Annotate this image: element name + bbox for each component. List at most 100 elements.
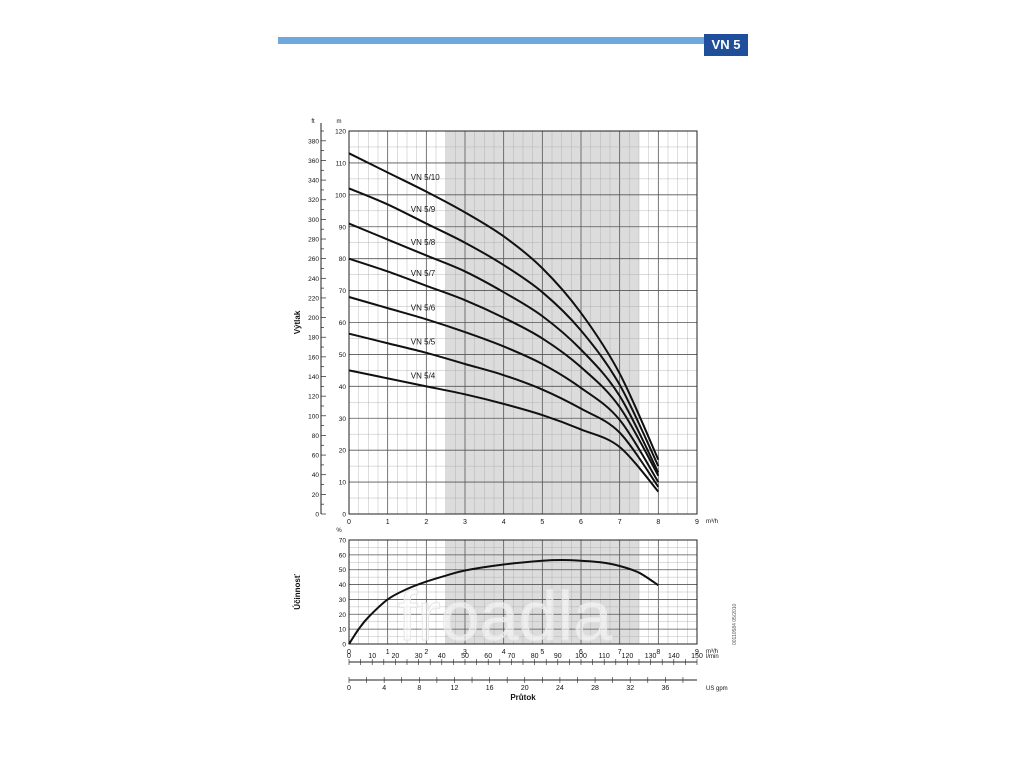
head-y-unit-label: m — [337, 119, 342, 125]
flow-tick-label: 20 — [392, 653, 400, 660]
flow-tick-label: 10 — [368, 653, 376, 660]
series-label: VN 5/8 — [411, 238, 436, 247]
flow-tick-label: 30 — [415, 653, 423, 660]
curve-vn-5-6 — [348, 296, 660, 483]
flow-unit-label: US gpm — [706, 686, 728, 692]
flow-tick-label: 40 — [438, 653, 446, 660]
ft-tick-label: 360 — [308, 158, 319, 165]
eff-y-axis-title: Účinnosť — [293, 574, 302, 610]
flow-tick-label: 16 — [486, 685, 494, 692]
head-x-tick-label: 6 — [579, 519, 583, 526]
eff-y-tick-label: 50 — [339, 567, 347, 574]
series-label: VN 5/10 — [411, 173, 440, 182]
eff-y-tick-label: 10 — [339, 627, 347, 634]
eff-x-tick-label: 9 — [695, 649, 699, 656]
flow-tick-label: 100 — [575, 653, 587, 660]
head-y-tick-label: 40 — [339, 384, 347, 391]
eff-x-tick-label: 1 — [386, 649, 390, 656]
head-y-tick-label: 100 — [335, 192, 346, 199]
flow-tick-label: 140 — [668, 653, 680, 660]
ft-tick-label: 160 — [308, 354, 319, 361]
ft-unit-label: ft — [311, 119, 315, 125]
efficiency-curve — [348, 559, 659, 645]
curve-vn-5-4 — [348, 369, 660, 493]
eff-x-tick-label: 7 — [618, 649, 622, 656]
flow-tick-label: 0 — [347, 653, 351, 660]
head-x-tick-label: 0 — [347, 519, 351, 526]
curve-vn-5-7 — [348, 257, 660, 477]
head-x-tick-label: 3 — [463, 519, 467, 526]
ft-tick-label: 240 — [308, 276, 319, 283]
ft-tick-label: 180 — [308, 335, 319, 342]
flow-tick-label: 150 — [691, 653, 703, 660]
curve-vn-5-8 — [348, 222, 660, 473]
eff-y-tick-label: 0 — [342, 642, 346, 649]
ft-tick-label: 220 — [308, 295, 319, 302]
watermark: froadla — [398, 577, 612, 655]
head-y-tick-label: 110 — [336, 160, 347, 167]
ft-tick-label: 100 — [308, 413, 319, 420]
ft-tick-label: 320 — [308, 197, 319, 204]
flow-tick-label: 60 — [484, 653, 492, 660]
ft-tick-label: 340 — [308, 178, 319, 185]
head-plot-frame — [348, 130, 698, 515]
eff-y-tick-label: 40 — [339, 582, 347, 589]
ft-tick-label: 80 — [312, 433, 320, 440]
flow-tick-label: 0 — [347, 685, 351, 692]
eff-x-tick-label: 0 — [347, 649, 351, 656]
curve-vn-5-10 — [348, 152, 660, 461]
ft-tick-label: 20 — [312, 492, 320, 499]
ft-tick-label: 380 — [308, 138, 319, 145]
ft-tick-label: 140 — [308, 374, 319, 381]
document-code: 00110584 05/2010 — [732, 603, 738, 645]
eff-x-tick-label: 3 — [463, 649, 467, 656]
head-y-tick-label: 30 — [339, 416, 347, 423]
flow-tick-label: 24 — [556, 685, 564, 692]
flow-tick-label: 20 — [521, 685, 529, 692]
series-label: VN 5/4 — [411, 372, 436, 381]
head-y-tick-label: 50 — [339, 352, 347, 359]
head-x-tick-label: 8 — [656, 519, 660, 526]
eff-plot-frame — [348, 539, 698, 645]
flow-tick-label: 110 — [599, 653, 610, 660]
ft-tick-label: 120 — [308, 394, 319, 401]
series-label: VN 5/6 — [411, 303, 436, 312]
flow-tick-label: 90 — [554, 653, 562, 660]
eff-y-tick-label: 20 — [339, 612, 347, 619]
flow-unit-label: l/min — [706, 654, 719, 660]
eff-x-unit-label: m³/h — [706, 649, 718, 655]
model-badge: VN 5 — [704, 34, 748, 56]
eff-y-tick-label: 30 — [339, 597, 347, 604]
eff-x-tick-label: 4 — [502, 649, 506, 656]
ft-tick-label: 300 — [308, 217, 319, 224]
head-x-tick-label: 7 — [618, 519, 622, 526]
flow-tick-label: 4 — [382, 685, 386, 692]
eff-x-tick-label: 6 — [579, 649, 583, 656]
head-y-tick-label: 120 — [335, 129, 346, 136]
series-label: VN 5/5 — [411, 337, 436, 346]
head-y-tick-label: 10 — [339, 480, 347, 487]
ft-tick-label: 40 — [312, 472, 320, 479]
curve-vn-5-9 — [348, 187, 660, 467]
flow-tick-label: 32 — [626, 685, 634, 692]
head-y-axis-title: Výtlak — [293, 310, 302, 334]
flow-tick-label: 70 — [508, 653, 516, 660]
flow-tick-label: 80 — [531, 653, 539, 660]
ft-tick-label: 60 — [312, 453, 320, 460]
ft-tick-label: 0 — [315, 512, 319, 519]
flow-tick-label: 12 — [451, 685, 459, 692]
eff-x-tick-label: 5 — [540, 649, 544, 656]
head-x-unit-label: m³/h — [706, 519, 718, 525]
header-accent-bar — [278, 37, 704, 44]
head-x-tick-label: 2 — [424, 519, 428, 526]
head-y-tick-label: 20 — [339, 448, 347, 455]
series-label: VN 5/9 — [411, 205, 436, 214]
flow-axis-title: Průtok — [510, 693, 536, 702]
flow-tick-label: 28 — [591, 685, 599, 692]
eff-x-tick-label: 8 — [656, 649, 660, 656]
eff-y-tick-label: 60 — [339, 552, 347, 559]
head-x-tick-label: 9 — [695, 519, 699, 526]
series-label: VN 5/7 — [411, 269, 436, 278]
head-y-tick-label: 80 — [339, 256, 347, 263]
head-x-tick-label: 5 — [540, 519, 544, 526]
